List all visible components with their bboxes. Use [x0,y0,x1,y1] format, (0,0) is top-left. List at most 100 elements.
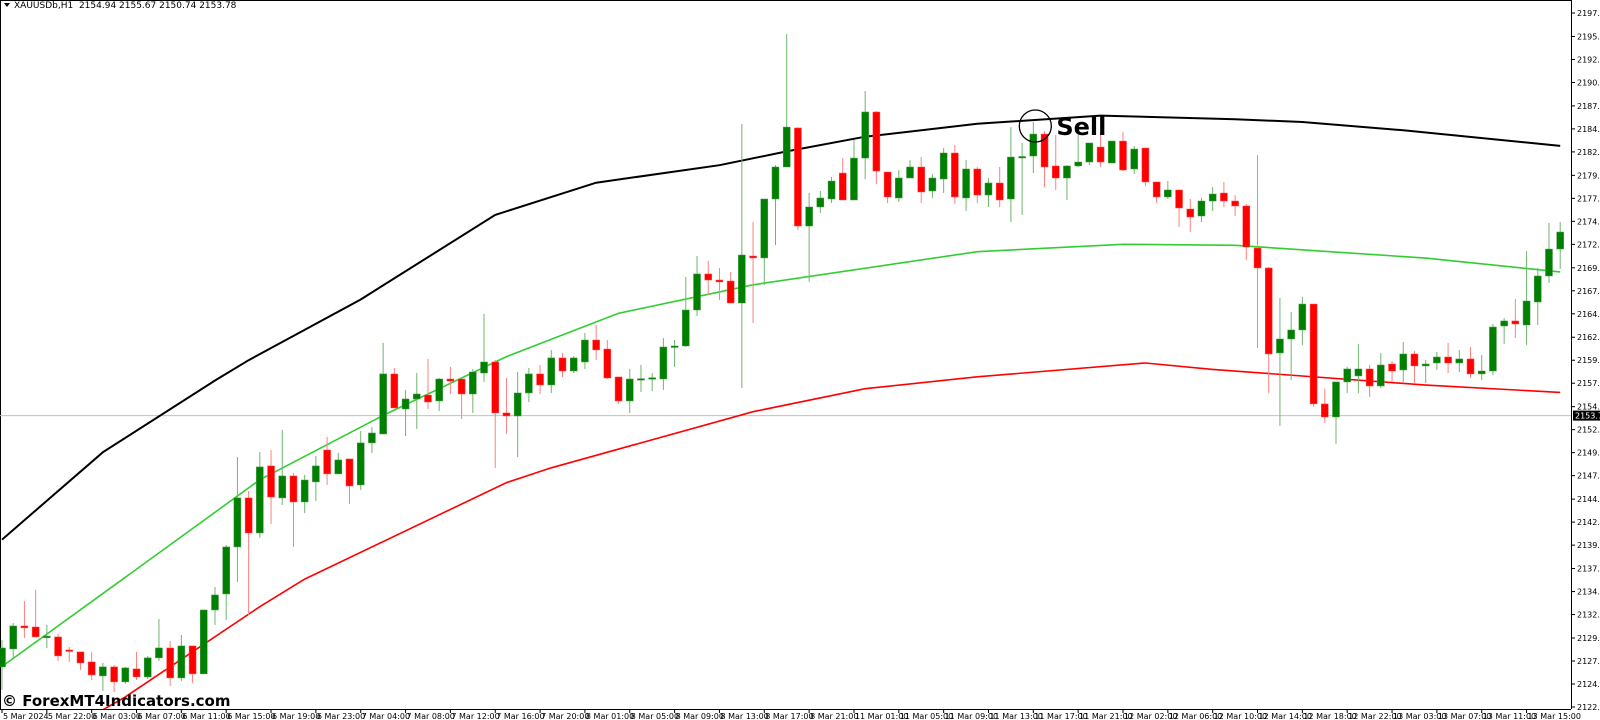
price-tick-label: 2122.10 [1577,703,1600,712]
candle-body-bullish [1298,303,1307,331]
candle [939,148,948,194]
candle-body-bearish [132,668,141,678]
time-tick-label: 12 Mar 10:00 [1214,712,1267,720]
candle [65,646,74,662]
candle [1231,195,1239,217]
candle [1477,354,1486,381]
candle-body-bearish [715,279,724,283]
candle [211,586,219,625]
candle [1287,311,1295,381]
candle [1253,155,1262,348]
candle-body-bullish [177,645,186,679]
candle-body-bullish [782,126,791,168]
candle-body-bearish [1264,267,1273,355]
candle-body-bearish [603,348,612,379]
candle [334,452,343,475]
candle-body-bullish [525,373,533,394]
candle-body-bearish [502,412,511,417]
candle-body-bearish [1119,140,1127,171]
candle [278,429,286,505]
candle-body-bullish [1522,300,1531,326]
candle [1164,181,1172,199]
time-tick-label: 8 Mar 05:00 [631,712,679,720]
candle-body-bearish [424,394,432,403]
candle [962,159,970,212]
candle [670,339,679,367]
time-tick-label: 11 Mar 05:00 [900,712,953,720]
time-tick-label: 8 Mar 17:00 [765,712,813,720]
candle-body-bearish [1444,356,1452,364]
candle [188,645,197,683]
candle-body-bearish [110,666,118,683]
candle [0,639,6,690]
candle [637,365,645,392]
candle [1343,366,1351,393]
dropdown-triangle-icon[interactable] [4,3,10,7]
time-tick-label: 6 Mar 23:00 [317,712,365,720]
candle-body-bearish [1321,403,1329,418]
candle [794,127,802,230]
time-tick-label: 7 Mar 20:00 [541,712,589,720]
candle-body-bullish [435,378,443,402]
candle-body-bullish [1343,368,1351,383]
candle-body-bullish [895,177,903,199]
candle [1455,349,1464,373]
candle-body-bearish [20,625,29,629]
candle-body-bullish [356,442,365,486]
candle-body-bearish [65,649,74,652]
candle-body-bearish [345,458,354,487]
candle [917,157,925,204]
candle-body-bullish [738,254,746,304]
price-tick-label: 2162.30 [1577,333,1600,342]
candle-body-bearish [1365,368,1374,387]
candle [648,373,656,391]
candle-body-bullish [1354,368,1363,377]
candle [1119,132,1127,172]
candle-body-bearish [558,357,567,372]
candle-body-bearish [1466,358,1475,375]
candle [1534,267,1542,326]
candle-body-bullish [256,466,264,534]
candle-body-bearish [267,465,275,498]
candle-body-bearish [457,378,466,395]
price-tick-label: 2147.25 [1577,472,1600,481]
candle [1433,351,1441,370]
candle-body-bearish [1152,181,1161,198]
candle [1321,388,1329,423]
candle [99,662,107,691]
candle [457,378,466,420]
candle-body-bearish [188,645,197,675]
candle-body-bullish [637,378,645,381]
time-tick-label: 7 Mar 12:00 [451,712,499,720]
price-tick-label: 2184.95 [1577,125,1600,134]
candle-body-bullish [771,166,780,200]
time-tick-label: 8 Mar 09:00 [676,712,724,720]
time-tick-label: 13 Mar 15:00 [1528,712,1581,720]
candle-body-bullish [1477,370,1486,375]
candle-body-bearish [446,378,455,382]
time-axis: 5 Mar 2024 5 Mar 22:006 Mar 03:006 Mar 07… [1,709,1581,720]
price-tick-label: 2167.35 [1577,287,1600,296]
candle-body-bearish [76,651,85,664]
sell-signal-circle [1018,109,1052,143]
price-axis: 2197.55 2195.00 2192.50 2190.00 2187.45 2184.… [1571,9,1600,712]
candle [626,368,634,413]
candle-body-bearish [87,661,96,676]
candle-body-bullish [1007,156,1015,200]
candle-body-bullish [312,465,320,483]
time-tick-label: 12 Mar 02:00 [1124,712,1177,720]
candle-body-bearish [614,376,623,402]
candle [872,111,881,184]
candle-body-bearish [1388,363,1396,372]
candle-body-bearish [1040,133,1049,168]
candle-body-bullish [334,459,343,475]
candle-body-bearish [704,273,712,281]
candle-body-bearish [1186,208,1195,218]
price-tick-label: 2127.10 [1577,657,1600,666]
candle [1522,250,1531,345]
chart-frame [0,0,1572,710]
candle [1197,197,1206,222]
candle-body-bearish [1220,192,1228,202]
candle [1040,131,1049,188]
